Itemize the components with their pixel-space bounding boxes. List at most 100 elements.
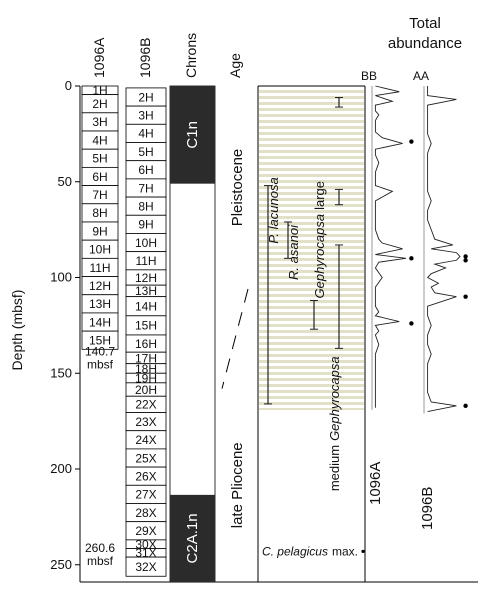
core-label: 9H xyxy=(138,218,153,232)
abundance-marker xyxy=(409,256,414,261)
core-label: 26X xyxy=(135,470,156,484)
total-depth-label: 140.7 mbsf xyxy=(85,344,115,371)
core-label: 28X xyxy=(135,506,156,520)
y-tick-label: 250 xyxy=(50,557,72,572)
core xyxy=(125,556,167,577)
event-label-part: Gephyrocapsa xyxy=(327,356,342,441)
core-label: 20H xyxy=(135,383,157,397)
core-label: 11H xyxy=(89,261,110,275)
pelagicus-marker xyxy=(361,549,365,553)
core-label: 6H xyxy=(92,170,107,184)
core-label: 12H xyxy=(89,279,111,293)
abundance-marker xyxy=(463,254,468,259)
series-name: AA xyxy=(413,69,429,83)
column-title: 1096A xyxy=(91,37,107,78)
column-title: 1096B xyxy=(137,38,153,78)
abundance-marker xyxy=(463,403,468,409)
abundance-marker xyxy=(463,258,468,263)
event-label-part: medium xyxy=(327,445,342,491)
core-label: 31X xyxy=(135,546,156,560)
core-label: 2H xyxy=(138,90,153,104)
pelagicus-label: C. pelagicus max. xyxy=(262,544,358,558)
core-label: 15H xyxy=(89,334,111,348)
hole-label: 1096B xyxy=(419,487,436,530)
event-label: medium Gephyrocapsa xyxy=(327,356,342,491)
core-label: 3H xyxy=(92,115,107,129)
chron xyxy=(170,494,215,582)
core-label: 24X xyxy=(135,433,156,447)
core-label: 5H xyxy=(138,145,153,159)
core-label: 15H xyxy=(135,319,157,333)
chron-label: C2A.1n xyxy=(184,513,201,563)
y-tick-label: 150 xyxy=(50,365,72,380)
core-label: 13H xyxy=(135,284,157,298)
core-label: 7H xyxy=(138,181,153,195)
core-label: 25X xyxy=(135,451,156,465)
core-label: 13H xyxy=(89,297,111,311)
core-label: 8H xyxy=(138,199,153,213)
abundance-marker xyxy=(409,321,414,326)
core-label: 4H xyxy=(92,133,107,147)
age-boundary xyxy=(221,288,249,389)
core-label: 3H xyxy=(138,109,153,123)
core-label: 30X xyxy=(135,537,156,551)
y-tick-label: 100 xyxy=(50,270,72,285)
chron-label: C1n xyxy=(184,121,201,149)
abundance-title-line: Total xyxy=(409,15,441,32)
y-tick-label: 0 xyxy=(65,78,72,93)
hole-label: 1096A xyxy=(367,462,384,505)
total-depth-line: 260.6 xyxy=(85,541,115,555)
core-label: 6H xyxy=(138,163,153,177)
core-label: 29X xyxy=(135,524,156,538)
core-label: 27X xyxy=(135,488,156,502)
event-label: P. lacunosa xyxy=(266,177,281,243)
total-depth: 260.6 mbsf xyxy=(85,541,115,568)
abundance-marker xyxy=(463,294,468,299)
core-label: 10H xyxy=(89,243,111,257)
y-tick-label: 200 xyxy=(50,461,72,476)
column-title: Chrons xyxy=(183,33,199,78)
core-label: 4H xyxy=(138,127,153,141)
total-depth-line: mbsf xyxy=(87,357,114,371)
total-depth: 140.7 mbsf xyxy=(85,344,115,371)
core-label: 19H xyxy=(135,371,157,385)
core-label: 12H xyxy=(135,271,157,285)
age-label: late Pliocene xyxy=(229,442,246,528)
core-label: 17H xyxy=(135,351,157,365)
series-name: BB xyxy=(361,69,377,83)
y-tick-label: 50 xyxy=(58,174,72,189)
abundance-title: Total abundance xyxy=(388,15,462,52)
event-label-part: Gephyrocapsa xyxy=(312,214,327,299)
core xyxy=(81,330,119,350)
core-label: 10H xyxy=(135,236,157,250)
abundance-title-line: abundance xyxy=(388,35,462,52)
abundance-marker xyxy=(409,139,414,144)
age-label: Pleistocene xyxy=(229,149,246,227)
event-label-part: R. asanoi xyxy=(286,224,301,280)
pelagicus-part: C. pelagicus xyxy=(262,544,328,558)
total-depth-line: mbsf xyxy=(87,554,114,568)
core-label: 14H xyxy=(89,315,111,329)
core-label: 14H xyxy=(135,300,157,314)
chron xyxy=(170,86,215,184)
event-label: Gephyrocapsa large xyxy=(312,181,327,298)
column-title: Age xyxy=(227,53,243,78)
core-label: 1H xyxy=(92,84,107,98)
abundance-line xyxy=(426,86,461,413)
core-label: 9H xyxy=(92,224,107,238)
event-label: R. asanoi xyxy=(286,224,301,280)
pelagicus-part: max. xyxy=(332,544,358,558)
total-depth-line: 140.7 xyxy=(85,344,115,358)
event-label-part: large xyxy=(312,181,327,210)
total-depth-label: 260.6 mbsf xyxy=(85,541,115,568)
y-axis-label: Depth (mbsf) xyxy=(9,290,25,371)
event-label-part: P. lacunosa xyxy=(266,177,281,243)
stipple xyxy=(259,88,364,410)
core-label: 2H xyxy=(92,97,107,111)
core-label: 5H xyxy=(92,152,107,166)
core-label: 18H xyxy=(135,362,157,376)
core-label: 8H xyxy=(92,206,107,220)
core-label: 11H xyxy=(135,254,156,268)
